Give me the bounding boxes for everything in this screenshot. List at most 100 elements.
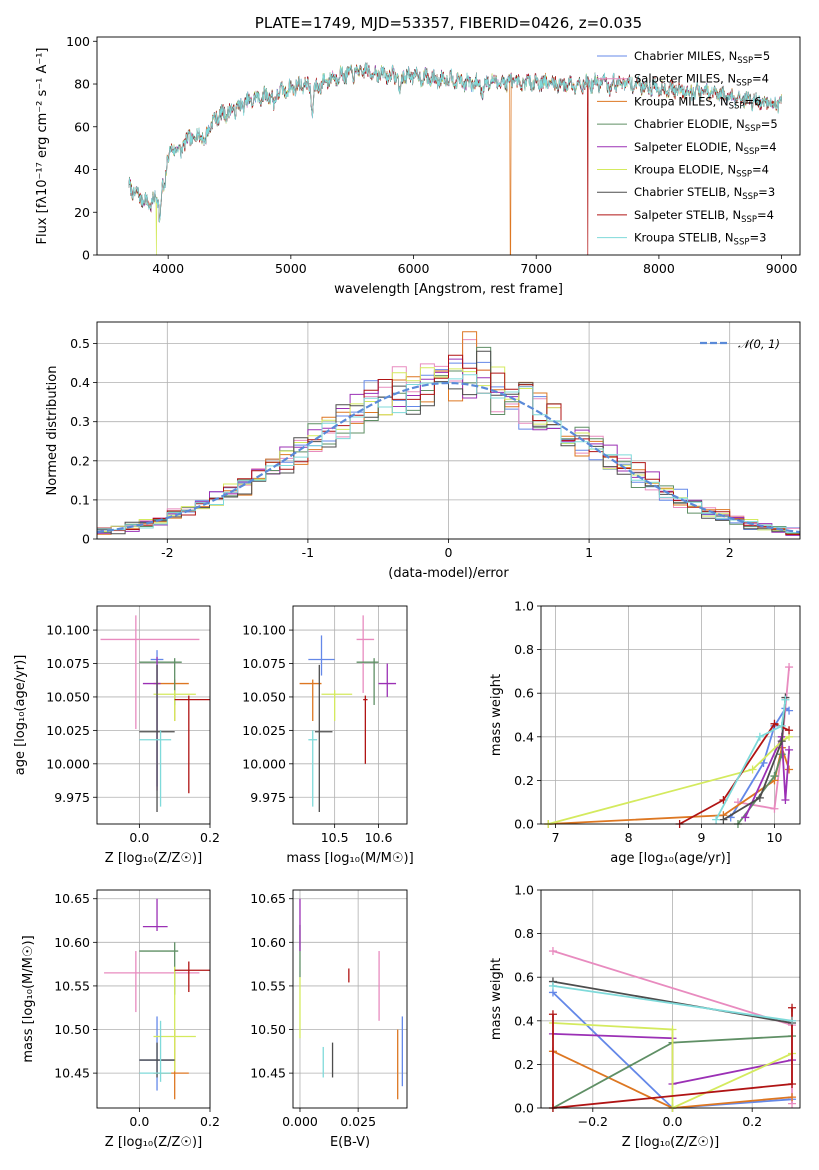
residuals-panel: -2 -1 0 1 2 0 0.1 0.2 0.3 0.4 0.5 (data-model)/erro… xyxy=(45,321,801,581)
x-tick-label: 0 xyxy=(445,545,453,560)
y-axis-label: Flux [fλ10⁻¹⁷ erg cm⁻² s⁻¹ A⁻¹] xyxy=(35,48,50,245)
x-axis-label: Z [log₁₀(Z/Z☉)] xyxy=(105,1135,202,1150)
weight-marker-salpeter-elodie xyxy=(741,813,750,822)
y-tick-label: 100 xyxy=(66,34,90,49)
y-tick-label: 1.0 xyxy=(514,599,534,614)
weight-marker-kroupa-stelib xyxy=(788,1016,797,1025)
x-tick-label: 0.0 xyxy=(129,1114,149,1129)
weight-marker-kroupa-stelib xyxy=(755,732,764,741)
x-tick-label: 7000 xyxy=(520,261,552,276)
y-tick-label: 10.50 xyxy=(250,1022,286,1037)
errorbar-point-salpeter-elodie xyxy=(142,898,168,931)
y-tick-label: 0.8 xyxy=(514,926,534,941)
weight-marker-salpeter-miles xyxy=(548,947,557,956)
errorbar-point-kroupa-miles xyxy=(153,1029,189,1100)
weight-line-kroupa-stelib xyxy=(552,985,793,1022)
x-tick-label: 0.0 xyxy=(129,830,149,845)
y-tick-label: 0.8 xyxy=(514,642,534,657)
x-tick-label: 8 xyxy=(625,830,633,845)
x-tick-label: 1 xyxy=(585,545,593,560)
chart-title: PLATE=1749, MJD=53357, FIBERID=0426, z=0… xyxy=(255,14,642,32)
x-tick-label: 0.000 xyxy=(282,1114,318,1129)
x-tick-label: 10.6 xyxy=(365,830,393,845)
weight-marker-chabrier-stelib xyxy=(755,793,764,802)
x-tick-label: 5000 xyxy=(275,261,307,276)
errorbar-point-chabrier-stelib xyxy=(314,664,333,812)
errorbar-point-kroupa-elodie xyxy=(153,690,196,722)
weight-marker-salpeter-miles xyxy=(785,663,794,672)
y-axis-label: Normed distribution xyxy=(45,366,60,496)
weight-marker-chabrier-miles xyxy=(759,758,768,767)
legend-label-salpeter-elodie: Salpeter ELODIE, NSSP=4 xyxy=(634,140,777,157)
plot-frame xyxy=(96,889,211,1109)
x-axis-label: E(B-V) xyxy=(330,1135,370,1150)
y-tick-label: 80 xyxy=(74,77,90,92)
y-tick-label: 10.000 xyxy=(46,756,90,771)
weight-marker-salpeter-stelib xyxy=(770,719,779,728)
x-tick-label: 4000 xyxy=(152,261,184,276)
errorbar-point-salpeter-elodie xyxy=(142,656,161,791)
mass-weight-vs-metallicity-panel: −0.2 0.0 0.2 0.0 0.2 0.4 0.6 0.8 1.0 Z [log₁₀(Z/Z… xyxy=(489,883,801,1150)
errorbar-point-chabrier-stelib xyxy=(139,664,175,812)
y-tick-label: 0.3 xyxy=(70,414,90,429)
y-tick-label: 9.975 xyxy=(250,790,286,805)
y-tick-label: 10.45 xyxy=(54,1066,90,1081)
y-tick-label: 1.0 xyxy=(514,883,534,898)
y-tick-label: 0.4 xyxy=(70,375,90,390)
x-axis-label: age [log₁₀(age/yr)] xyxy=(610,851,731,866)
y-tick-label: 0.6 xyxy=(514,970,534,985)
y-tick-label: 0 xyxy=(82,248,90,263)
y-tick-label: 0.2 xyxy=(70,453,90,468)
weight-marker-salpeter-miles xyxy=(770,804,779,813)
plot-frame xyxy=(540,605,801,825)
errorbar-point-salpeter-stelib xyxy=(363,695,368,764)
errorbar-point-chabrier-elodie xyxy=(139,658,182,705)
weight-line-kroupa-stelib xyxy=(715,699,787,821)
errorbar-point-chabrier-stelib xyxy=(139,1042,175,1078)
legend-label-chabrier-miles: Chabrier MILES, NSSP=5 xyxy=(634,49,770,66)
y-tick-label: 10.55 xyxy=(54,978,90,993)
errorbar-point-kroupa-elodie xyxy=(321,690,353,722)
x-tick-label: 0.2 xyxy=(200,1114,220,1129)
mass-vs-metallicity-panel: 0.0 0.2 10.45 10.50 10.55 10.60 10.65 Z [log₁₀(… xyxy=(21,889,220,1150)
y-tick-label: 40 xyxy=(74,162,90,177)
x-tick-label: 7 xyxy=(552,830,560,845)
weight-marker-chabrier-elodie xyxy=(770,772,779,781)
y-tick-label: 10.100 xyxy=(46,623,90,638)
errorbar-point-salpeter-miles xyxy=(100,615,200,730)
x-axis-label: wavelength [Angstrom, rest frame] xyxy=(334,282,563,297)
x-tick-label: -1 xyxy=(302,545,314,560)
y-tick-label: 0.0 xyxy=(514,1101,534,1116)
x-axis-label: Z [log₁₀(Z/Z☉)] xyxy=(622,1135,719,1150)
weight-marker-kroupa-stelib xyxy=(781,695,790,704)
legend-label-salpeter-miles: Salpeter MILES, NSSP=4 xyxy=(634,72,769,89)
weight-marker-salpeter-stelib xyxy=(788,1003,797,1012)
errorbar-point-kroupa-stelib xyxy=(139,730,172,807)
weight-marker-kroupa-elodie xyxy=(668,1025,677,1034)
x-tick-label: 9 xyxy=(698,830,706,845)
legend-label-kroupa-stelib: Kroupa STELIB, NSSP=3 xyxy=(634,231,766,248)
mass-weight-vs-age-panel: 7 8 9 10 0.0 0.2 0.4 0.6 0.8 1.0 age [log₁₀(age/yr… xyxy=(489,599,801,866)
weight-line-salpeter-elodie xyxy=(744,736,790,818)
x-tick-label: 0.2 xyxy=(200,830,220,845)
y-tick-label: 10.025 xyxy=(242,723,286,738)
mass-vs-ebv-panel: 0.000 0.025 10.45 10.50 10.55 10.60 10.65 E(B-V… xyxy=(250,889,408,1150)
plot-frame xyxy=(540,889,801,1109)
y-tick-label: 20 xyxy=(74,205,90,220)
weight-marker-salpeter-elodie xyxy=(781,796,790,805)
weight-marker-salpeter-stelib xyxy=(785,726,794,735)
errorbar-point-kroupa-miles xyxy=(299,679,322,722)
plot-frame xyxy=(96,36,801,256)
weight-marker-chabrier-miles xyxy=(785,706,794,715)
errorbar-point-salpeter-miles xyxy=(356,615,375,693)
spectrum-line-kroupa-stelib xyxy=(128,62,782,223)
y-axis-label: mass [log₁₀(M/M☉)] xyxy=(21,935,36,1062)
y-axis-label: age [log₁₀(age/yr)] xyxy=(13,655,28,776)
y-tick-label: 60 xyxy=(74,119,90,134)
y-tick-label: 10.65 xyxy=(54,891,90,906)
errorbar-point-chabrier-elodie xyxy=(356,658,379,705)
errorbar-point-kroupa-stelib xyxy=(139,1020,172,1082)
y-axis-label: mass weight xyxy=(489,958,504,1040)
x-tick-label: -2 xyxy=(161,545,173,560)
